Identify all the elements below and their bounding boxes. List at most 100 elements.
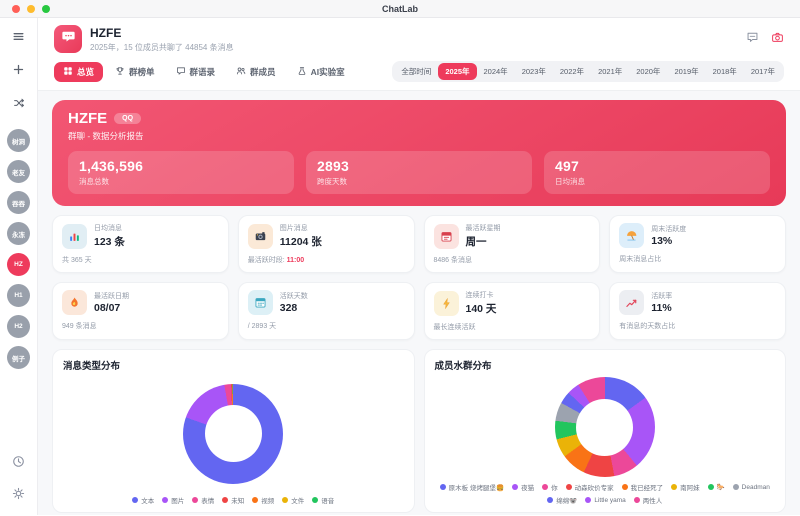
- stat-card-footer: 最活跃时段: 11:00: [248, 255, 405, 265]
- legend-dot: [547, 497, 554, 503]
- sidebar-group-avatar[interactable]: HZ: [7, 253, 30, 276]
- legend-item[interactable]: 图片: [162, 495, 184, 505]
- legend-label: 未知: [231, 498, 245, 505]
- legend-item[interactable]: 🐎: [707, 482, 725, 492]
- legend-label: 原木板 烧烤腿堡🍔: [448, 485, 505, 492]
- legend-item[interactable]: 视频: [252, 495, 274, 505]
- stat-card-footer-text: 8486 条消息: [433, 257, 473, 264]
- legend-item[interactable]: 你: [542, 482, 558, 492]
- stat-card-title: 最活跃日期: [94, 293, 129, 300]
- time-filter-pill[interactable]: 2023年: [521, 67, 546, 76]
- time-filter-pill[interactable]: 全部时间: [401, 67, 432, 76]
- legend-label: 我已经死了: [630, 485, 664, 492]
- sidebar-group-avatar[interactable]: 老友: [7, 160, 30, 183]
- legend-dot: [192, 497, 199, 503]
- legend-item[interactable]: 原木板 烧烤腿堡🍔: [439, 482, 505, 492]
- time-filter-group: 全部时间 2025年 2024年 2023年 2022年 2021年 2020年 2019年 2…: [392, 61, 784, 82]
- legend-label: 表情: [201, 498, 215, 505]
- chart-title: 消息类型分布: [63, 361, 121, 372]
- stat-card-value: 328: [279, 302, 298, 314]
- hero-stat-label: 跨度天数: [317, 177, 347, 186]
- legend-item[interactable]: 我已经死了: [621, 482, 664, 492]
- stat-card-value: 11%: [651, 302, 672, 314]
- stat-card-text: 连续打卡 140 天: [466, 290, 497, 316]
- sidebar-group-avatar[interactable]: H2: [7, 315, 30, 338]
- stat-card-footer-text: 最长连续活跃: [433, 324, 476, 331]
- time-filter-pill[interactable]: 2021年: [598, 67, 623, 76]
- legend-item[interactable]: 南阿妹: [671, 482, 700, 492]
- plus-icon: [12, 63, 25, 79]
- settings-button[interactable]: [9, 485, 29, 505]
- legend-item[interactable]: 动森砍价专家: [565, 482, 614, 492]
- stat-card-title: 图片消息: [279, 225, 308, 232]
- hero-stat: 497 日均消息: [544, 151, 770, 194]
- legend-dot: [633, 497, 640, 503]
- stat-card-value: 140 天: [465, 303, 497, 315]
- stat-card-title: 周末活跃度: [651, 226, 687, 233]
- add-group-button[interactable]: [9, 61, 29, 81]
- tab-item[interactable]: 群榜单: [106, 62, 164, 82]
- legend-item[interactable]: 文件: [282, 495, 304, 505]
- legend-item[interactable]: Little yama: [585, 495, 626, 505]
- sidebar-group-avatar[interactable]: H1: [7, 284, 30, 307]
- titlebar: ChatLab: [0, 0, 800, 18]
- feedback-button[interactable]: [746, 31, 759, 47]
- legend-dot: [542, 484, 549, 490]
- legend-dot: [707, 484, 714, 490]
- legend-item[interactable]: 两性人: [633, 495, 662, 505]
- calendar-red-icon: [433, 223, 459, 249]
- legend-item[interactable]: Deadman: [732, 482, 770, 492]
- time-filter-pill[interactable]: 2025年: [438, 63, 477, 80]
- stat-card: 周末活跃度 13% 周末消息占比: [609, 215, 786, 273]
- stat-card-footer-text: 周末消息占比: [619, 256, 662, 263]
- legend-label: 语音: [321, 498, 335, 505]
- legend-dot: [565, 484, 572, 490]
- zoom-window-button[interactable]: [42, 4, 50, 13]
- stat-card-value: 11204 张: [279, 236, 322, 248]
- stat-card-top: 连续打卡 140 天: [433, 290, 591, 316]
- camera-pink-icon: [771, 31, 784, 47]
- legend-item[interactable]: 文本: [132, 495, 154, 505]
- close-window-button[interactable]: [12, 4, 20, 13]
- time-filter-pill[interactable]: 2022年: [559, 67, 585, 76]
- sidebar-group-avatar[interactable]: 吞吞: [7, 191, 30, 214]
- stat-card-footer: 共 365 天: [62, 255, 219, 265]
- shuffle-button[interactable]: [9, 94, 29, 114]
- bolt-icon: [433, 290, 459, 316]
- time-filter-pill[interactable]: 2018年: [712, 67, 737, 76]
- time-filter-pill[interactable]: 2024年: [483, 67, 508, 76]
- beach-umbrella-icon: [619, 223, 645, 248]
- minimize-window-button[interactable]: [27, 4, 35, 13]
- tab-item[interactable]: 群语录: [167, 62, 225, 82]
- stat-card-text: 图片消息 11204 张: [280, 223, 322, 249]
- legend-item[interactable]: 表情: [192, 495, 214, 505]
- legend-item[interactable]: 语音: [312, 495, 334, 505]
- legend-item[interactable]: 未知: [222, 495, 244, 505]
- hero-stats: 1,436,596 消息总数 2893 跨度天数 497 日均消息: [68, 151, 770, 194]
- time-filter-pill[interactable]: 2017年: [750, 67, 775, 76]
- legend-item[interactable]: 夜猫: [512, 482, 534, 492]
- stat-card-title: 活跃率: [651, 293, 673, 300]
- overview-icon: [63, 66, 73, 78]
- tab-label: AI实验室: [310, 66, 345, 77]
- stat-card-footer: 最长连续活跃: [434, 322, 591, 332]
- tab-label: 群成员: [250, 66, 276, 77]
- legend-item[interactable]: 绵绵🐨: [547, 495, 577, 505]
- sidebar-group-avatar[interactable]: 例子: [7, 346, 30, 369]
- time-filter-pill[interactable]: 2020年: [636, 67, 661, 76]
- legend-label: 🐎: [716, 484, 725, 491]
- time-filter-pill[interactable]: 2019年: [674, 67, 699, 76]
- legend-dot: [252, 497, 259, 503]
- sidebar-group-avatar[interactable]: 永冻: [7, 222, 30, 245]
- tab-item[interactable]: 群成员: [227, 62, 285, 82]
- tab-item[interactable]: AI实验室: [288, 62, 354, 82]
- hero-stat-value: 497: [555, 158, 579, 174]
- sidebar-group-avatar[interactable]: 树洞: [7, 129, 30, 152]
- stat-card-value: 13%: [651, 235, 673, 247]
- menu-button[interactable]: [9, 28, 29, 48]
- screenshot-button[interactable]: [771, 31, 784, 47]
- legend-label: 图片: [171, 498, 185, 505]
- legend-dot: [312, 497, 319, 503]
- history-button[interactable]: [9, 453, 29, 473]
- tab-overview[interactable]: 总览: [54, 61, 104, 82]
